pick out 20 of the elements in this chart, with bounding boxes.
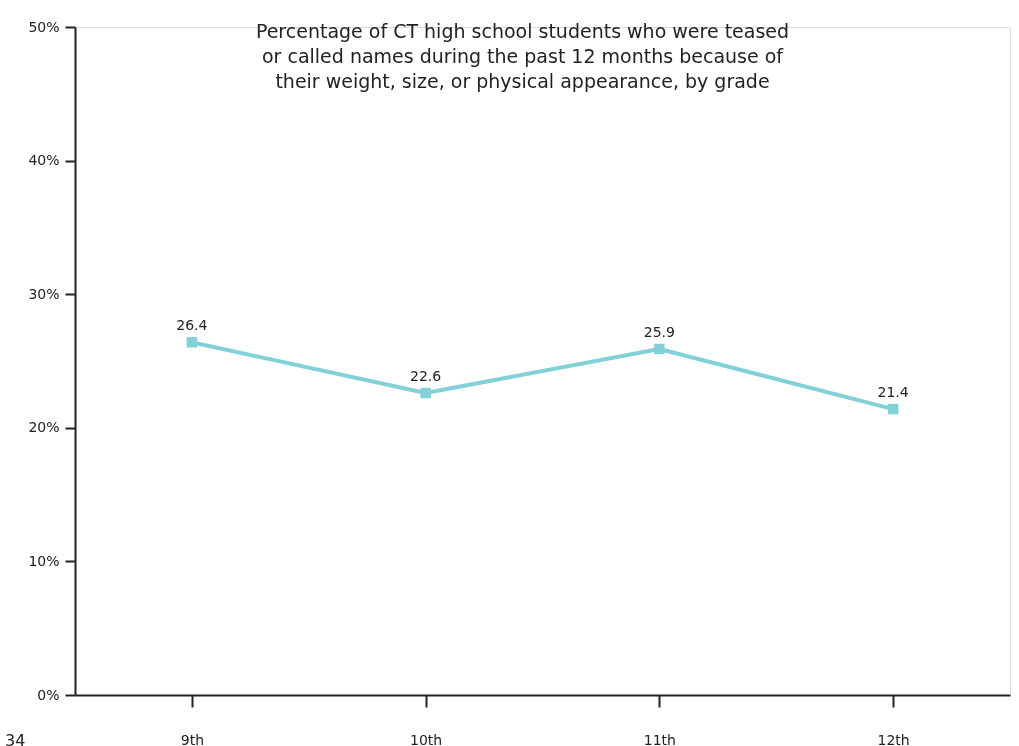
x-tick-label: 9th [180,731,205,746]
x-tick-label: 10th [410,731,443,746]
x-tick-label: 11th [643,731,676,746]
data-label: 25.9 [643,323,675,340]
y-tick-label: 20% [28,419,60,436]
point [654,343,665,355]
point [186,337,198,348]
point [887,403,899,415]
y-tick-label: 50% [28,18,60,35]
x-tick-label: 12th [877,731,910,746]
data-label: 22.6 [410,368,442,385]
y-tick-label: 10% [28,552,60,569]
text: 34 [5,731,26,746]
y-tick-label: 30% [28,285,60,302]
data-label: 21.4 [877,384,909,401]
y-tick-label: 40% [28,152,60,169]
text: Percentage of CT high school students who were teased or called names during the past 12 months because of their weight, size, or physical appearance, by grade [255,20,790,92]
point [420,387,431,399]
y-tick-label: 0% [37,686,60,703]
data-label: 26.4 [176,317,208,334]
